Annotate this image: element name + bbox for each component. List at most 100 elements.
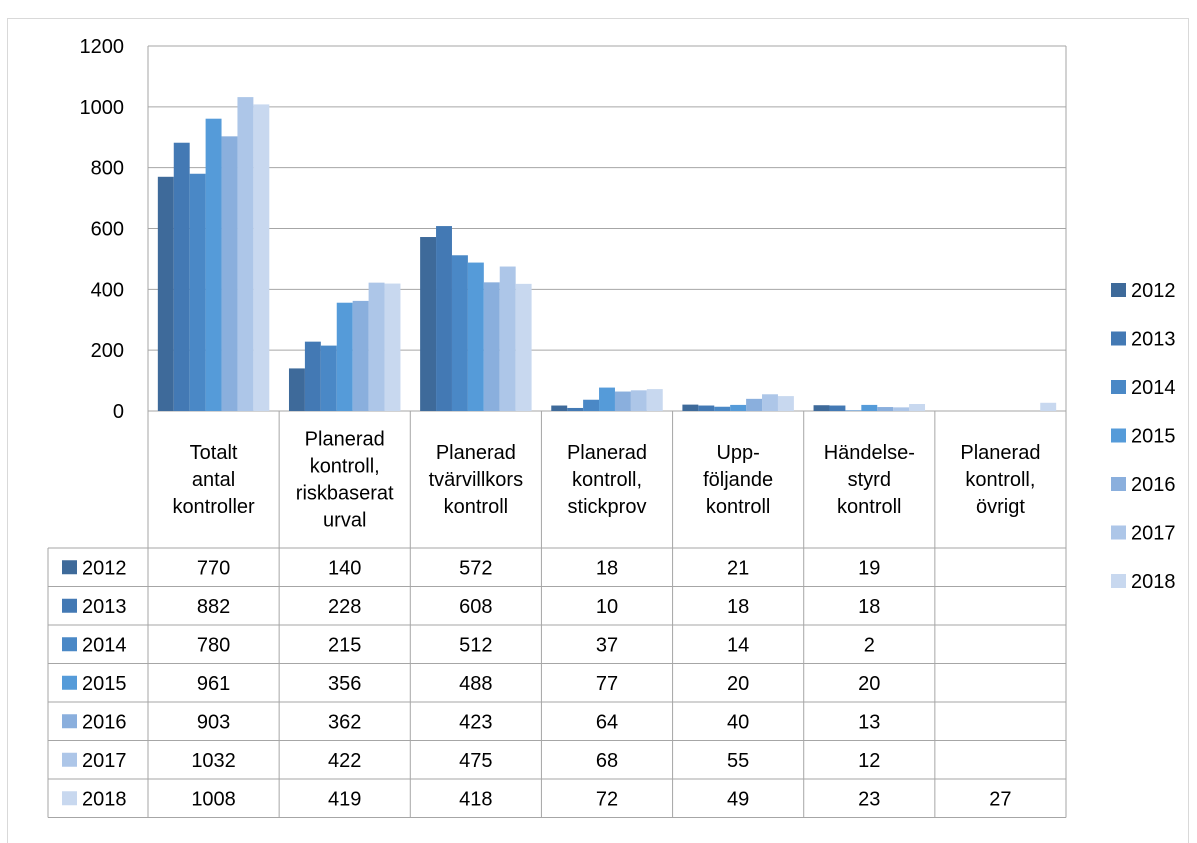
gridlines [148, 45, 1066, 412]
table-legend-key [62, 637, 77, 652]
bar [320, 345, 337, 411]
legend-label: 2013 [1131, 329, 1176, 351]
category-label-line: övrigt [976, 496, 1025, 518]
category-label-line: Totalt [190, 442, 238, 464]
category-label-line: kontroller [172, 496, 255, 518]
table-cell-value: 27 [989, 788, 1011, 810]
y-tick-label: 400 [91, 279, 124, 301]
table-cell-value: 961 [197, 673, 230, 695]
bar [467, 262, 484, 411]
bar [646, 389, 663, 411]
table-legend-key [62, 560, 77, 575]
table-cell-value: 77 [596, 673, 618, 695]
bar [714, 406, 731, 411]
table-cell-value: 2 [864, 634, 875, 656]
y-tick-label: 600 [91, 219, 124, 241]
category-label-line: Upp- [716, 442, 759, 464]
category-label-line: styrd [848, 469, 891, 491]
bar [583, 399, 600, 411]
legend-label: 2017 [1131, 523, 1176, 545]
table-cell-value: 20 [727, 673, 749, 695]
table-cell-value: 140 [328, 557, 361, 579]
bar [1040, 402, 1057, 411]
legend-label: 2016 [1131, 474, 1176, 496]
table-cell-value: 512 [459, 634, 492, 656]
category-label-line: kontroll [706, 496, 770, 518]
category-label-line: urval [323, 510, 366, 532]
table-cell-value: 14 [727, 634, 749, 656]
bar [762, 394, 778, 411]
category-label: Planerad kontroll, övrigt [960, 442, 1040, 518]
category-label-line: Planerad [305, 429, 385, 451]
bars [157, 97, 1057, 412]
legend-key [1111, 283, 1126, 297]
bar [630, 390, 647, 411]
table-cell-value: 18 [596, 557, 618, 579]
legend: 2012 2013 2014 2015 2016 2017 2018 [1111, 280, 1176, 593]
table-legend-key [62, 752, 77, 767]
bar [420, 237, 437, 411]
table-cell-value: 418 [459, 788, 492, 810]
table-cell-value: 23 [858, 788, 880, 810]
table-cell-value: 422 [328, 750, 361, 772]
bar [237, 97, 254, 411]
table-cell-value: 780 [197, 634, 230, 656]
bar [909, 404, 926, 411]
table-cell-value: 21 [727, 557, 749, 579]
bar [352, 300, 369, 411]
category-label: Planerad kontroll, riskbaserat urval [296, 429, 394, 532]
table-series-name: 2017 [82, 750, 127, 772]
table-cell-value: 362 [328, 711, 361, 733]
bar [221, 136, 238, 411]
table-cell-value: 423 [459, 711, 492, 733]
category-label-line: kontroll [444, 496, 508, 518]
table-cell-value: 228 [328, 596, 361, 618]
table-legend-key [62, 714, 77, 729]
table-cell-value: 419 [328, 788, 361, 810]
bar [483, 282, 500, 411]
table-legend-key [62, 598, 77, 613]
bar [515, 283, 532, 411]
y-tick-label: 200 [91, 340, 124, 362]
bar [189, 173, 206, 411]
category-label-line: följande [703, 469, 773, 491]
table-series-name: 2016 [82, 711, 127, 733]
table-series-name: 2013 [82, 596, 127, 618]
bar [861, 404, 878, 411]
bar [253, 104, 270, 412]
bar [451, 255, 468, 411]
table-cell-value: 12 [858, 750, 880, 772]
bar [829, 405, 846, 411]
category-label-line: stickprov [568, 496, 647, 518]
legend-key [1111, 477, 1126, 491]
bar [746, 398, 763, 411]
table-cell-value: 18 [727, 596, 749, 618]
legend-label: 2012 [1131, 280, 1176, 302]
table-cell-value: 55 [727, 750, 749, 772]
category-label: Planerad kontroll, stickprov [567, 442, 647, 518]
bar [730, 404, 747, 411]
category-label-line: Händelse- [824, 442, 915, 464]
data-table: Totalt antal kontroller Planerad kontroll, ri… [47, 411, 1067, 818]
table-cell-value: 475 [459, 750, 492, 772]
table-cell-value: 572 [459, 557, 492, 579]
category-label-line: kontroll, [572, 469, 642, 491]
bar [567, 407, 584, 411]
table-cell-value: 37 [596, 634, 618, 656]
y-tick-label: 1000 [80, 97, 125, 119]
bar [698, 405, 715, 411]
bar [205, 118, 222, 411]
table-cell-value: 356 [328, 673, 361, 695]
table-series-name: 2014 [82, 634, 127, 656]
table-cell-value: 40 [727, 711, 749, 733]
legend-key [1111, 331, 1126, 346]
y-tick-label: 800 [91, 158, 124, 180]
bar [336, 302, 353, 411]
category-label-line: kontroll [837, 496, 901, 518]
category-label-line: Planerad [436, 442, 516, 464]
table-cell-value: 13 [858, 711, 880, 733]
category-label: Händelse-styrd kontroll [824, 442, 915, 518]
category-label-line: tvärvillkors [429, 469, 523, 491]
bar [436, 226, 452, 411]
